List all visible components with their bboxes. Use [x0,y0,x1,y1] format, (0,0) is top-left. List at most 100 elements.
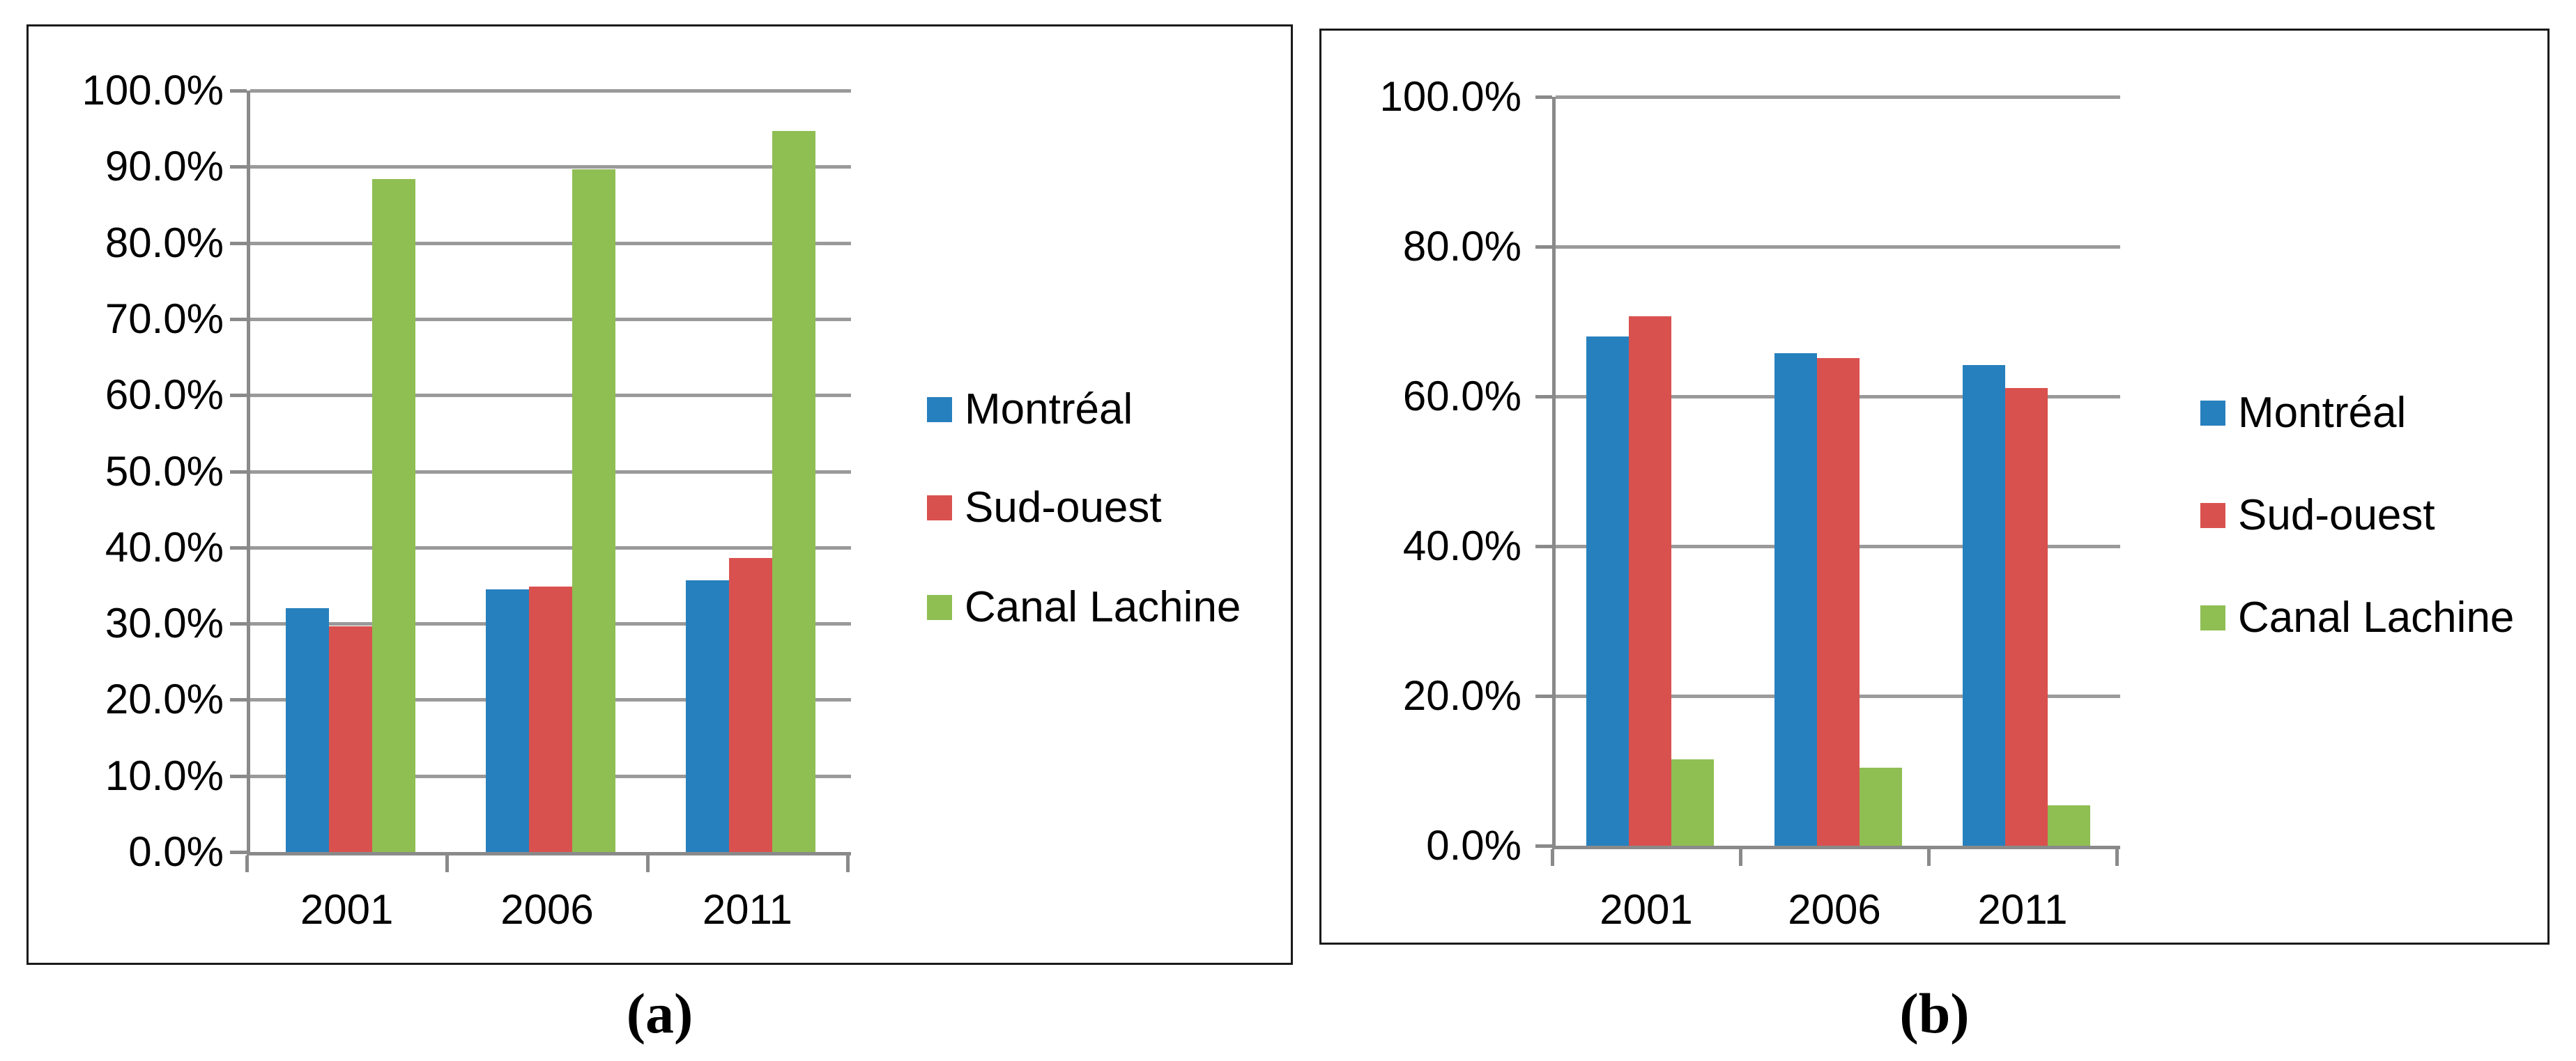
gridline-100 [1556,95,2120,99]
bar-a-2001-Sud-ouest [328,626,372,852]
y-axis-label-80: 80.0% [1402,223,1521,270]
gridline-80 [1556,245,2120,249]
y-axis-label-0: 0.0% [128,828,224,875]
legend-item-Sud-ouest: Sud-ouest [927,483,1162,533]
x-axis-label-2006: 2006 [1788,886,1881,933]
x-axis-label-2001: 2001 [300,886,394,933]
y-axis-label-10: 10.0% [105,752,224,799]
x-axis-label-2006: 2006 [500,886,594,933]
caption-b: (b) [1899,982,1970,1045]
bar-a-2011-Sud-ouest [729,558,773,852]
gridline-80 [250,241,851,245]
gridline-90 [250,165,851,169]
bar-a-2006-Montréal [486,589,529,852]
legend-item-Montréal: Montréal [2200,388,2406,438]
square-swatch-icon [2200,401,2225,426]
bar-a-2006-Sud-ouest [529,587,572,852]
plot-area-b [1552,95,2120,849]
y-axis-tick-100 [230,89,247,93]
bar-a-2001-Montréal [285,608,329,852]
square-swatch-icon [927,397,952,422]
legend-label: Montréal [2238,389,2407,437]
legend-item-Canal Lachine: Canal Lachine [2200,593,2514,643]
square-swatch-icon [927,595,952,620]
y-axis-label-100: 100.0% [82,67,224,114]
legend-item-Canal Lachine: Canal Lachine [927,582,1241,633]
y-axis-tick-20 [1535,695,1552,698]
y-axis-label-40: 40.0% [1402,522,1521,569]
caption-a: (a) [626,982,693,1045]
square-swatch-icon [2200,503,2225,528]
bar-b-2011-Sud-ouest [2004,388,2048,846]
chart-panel-b: 0.0% 20.0% 40.0% 60.0% 80.0% 100.0% 2001 2006 20… [1319,29,2550,945]
y-axis-label-80: 80.0% [105,219,224,266]
gridline-60 [250,394,851,398]
bar-a-2001-Canal Lachine [371,179,415,852]
x-axis-label-2011: 2011 [1977,886,2068,933]
bar-b-2006-Montréal [1774,353,1817,846]
y-axis-tick-70 [230,317,247,321]
bar-a-2011-Montréal [686,580,730,852]
square-swatch-icon [927,495,952,520]
x-axis-tick-1 [1739,849,1742,866]
legend-label: Sud-ouest [2238,491,2435,539]
legend-item-Montréal: Montréal [927,385,1133,435]
y-axis-label-20: 20.0% [105,676,224,723]
legend-label: Canal Lachine [2238,594,2515,642]
gridline-70 [250,317,851,321]
x-axis-tick-0 [1551,849,1554,866]
plot-area-a [247,89,851,855]
x-axis-tick-1 [445,855,450,872]
bar-b-2006-Canal Lachine [1859,768,1902,846]
gridline-40 [250,545,851,550]
y-axis-label-100: 100.0% [1379,73,1522,120]
y-axis-tick-20 [230,698,247,702]
legend-label: Sud-ouest [965,483,1162,532]
bar-b-2001-Montréal [1586,336,1629,846]
y-axis-label-50: 50.0% [105,447,224,495]
y-axis-label-0: 0.0% [1426,822,1521,869]
x-axis-tick-2 [645,855,650,872]
legend-label: Montréal [965,385,1133,433]
gridline-50 [250,470,851,474]
y-axis-tick-60 [230,394,247,398]
y-axis-tick-10 [230,774,247,778]
y-axis-label-30: 30.0% [105,600,224,647]
y-axis-tick-50 [230,470,247,474]
y-axis-label-20: 20.0% [1402,672,1521,719]
y-axis-tick-80 [1535,245,1552,249]
bar-b-2001-Sud-ouest [1628,316,1671,846]
y-axis-label-40: 40.0% [105,523,224,571]
y-axis-tick-0 [1535,844,1552,848]
x-axis-tick-2 [1927,849,1931,866]
y-axis-tick-40 [1535,545,1552,548]
y-axis-tick-100 [1535,95,1552,99]
y-axis-tick-90 [230,165,247,169]
y-axis-tick-30 [230,622,247,626]
y-axis-tick-40 [230,545,247,550]
x-axis-tick-0 [245,855,249,872]
y-axis-label-60: 60.0% [1402,373,1521,419]
bar-b-2006-Sud-ouest [1816,358,1860,846]
y-axis-label-60: 60.0% [105,371,224,419]
x-axis-label-2001: 2001 [1600,886,1693,933]
chart-panel-a: 0.0% 10.0% 20.0% 30.0% 40.0% 50.0% 60.0% 70.0% 8… [26,24,1293,965]
x-axis-tick-3 [846,855,850,872]
y-axis-label-90: 90.0% [105,143,224,190]
x-axis-label-2011: 2011 [702,886,792,933]
y-axis-tick-60 [1535,395,1552,398]
square-swatch-icon [2200,605,2225,630]
legend-label: Canal Lachine [965,583,1241,631]
x-axis-tick-3 [2115,849,2119,866]
gridline-100 [250,89,851,93]
y-axis-tick-80 [230,241,247,245]
bar-b-2001-Canal Lachine [1671,759,1714,846]
y-axis-tick-0 [230,851,247,854]
bar-a-2006-Canal Lachine [572,169,615,852]
y-axis-label-70: 70.0% [105,295,224,342]
bar-b-2011-Montréal [1962,365,2005,846]
bar-b-2011-Canal Lachine [2047,805,2090,846]
legend-item-Sud-ouest: Sud-ouest [2200,490,2435,541]
bar-a-2011-Canal Lachine [772,131,816,852]
